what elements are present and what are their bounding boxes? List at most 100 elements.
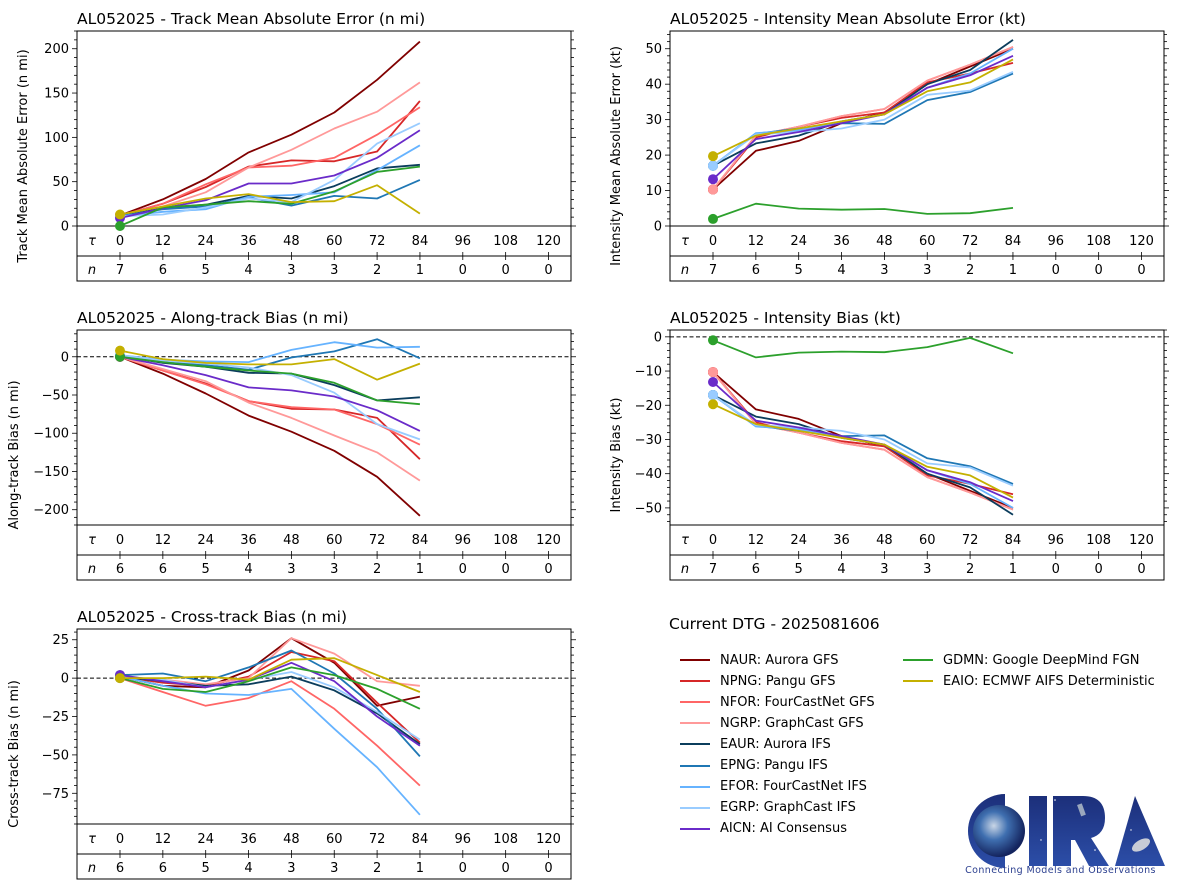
y-tick-label: −10 (635, 365, 662, 380)
tau0-marker-eaio (115, 209, 125, 220)
y-tick-label: 50 (52, 175, 69, 190)
legend-label: EAIO: ECMWF AIFS Deterministic (943, 673, 1155, 689)
n-count-label: 0 (544, 263, 552, 278)
y-tick-label: −100 (33, 427, 69, 442)
series-group (119, 338, 421, 517)
n-count-label: 0 (1137, 263, 1145, 278)
n-count-label: 6 (159, 562, 167, 577)
n-count-label: 0 (544, 861, 552, 876)
y-tick-label: −50 (42, 389, 69, 404)
legend-swatch (680, 743, 710, 746)
legend: Current DTG - 2025081606 NAUR: Aurora GF… (668, 612, 1183, 894)
x-tick-label: 24 (197, 533, 214, 548)
legend-label: NPNG: Pangu GFS (720, 673, 836, 689)
x-tick-label: 84 (1005, 533, 1022, 548)
tau-row-label: τ (88, 234, 96, 249)
x-tick-label: 0 (709, 533, 717, 548)
x-tick-label: 108 (493, 533, 518, 548)
cira-logo: Connecting Models and Observations (955, 790, 1165, 880)
y-tick-label: 25 (52, 633, 69, 648)
tau0-marker-aicn (708, 377, 718, 387)
x-tick-label: 0 (116, 533, 124, 548)
series-line-gdmn (119, 355, 420, 406)
n-count-label: 4 (244, 562, 252, 577)
tau0-marker-eaio (115, 345, 125, 356)
n-count-label: 0 (459, 562, 467, 577)
tau0-marker-gdmn (115, 221, 125, 231)
y-tick-label: 100 (44, 131, 69, 146)
tau0-marker-eaio (115, 673, 125, 684)
series-line-egrp (119, 122, 421, 218)
n-count-label: 0 (1052, 562, 1060, 577)
legend-swatch (680, 722, 710, 725)
n-count-label: 6 (159, 861, 167, 876)
n-count-label: 1 (1009, 263, 1017, 278)
n-count-label: 0 (502, 263, 510, 278)
tau0-marker-eaio (708, 151, 718, 162)
y-tick-label: 150 (44, 87, 69, 102)
legend-swatch (680, 680, 710, 683)
chart-track-mae: AL052025 - Track Mean Absolute Error (n … (16, 10, 576, 282)
y-tick-label: −75 (42, 787, 69, 802)
legend-item-epng: EPNG: Pangu IFS (680, 756, 828, 776)
series-line-gdmn (119, 165, 421, 226)
legend-item-efor: EFOR: FourCastNet IFS (680, 777, 867, 797)
x-tick-label: 48 (876, 234, 893, 249)
n-count-label: 3 (880, 263, 888, 278)
tau0-marker-gdmn (708, 213, 718, 224)
n-count-label: 0 (1095, 263, 1103, 278)
n-count-label: 5 (202, 861, 210, 876)
y-tick-label: −25 (42, 710, 69, 725)
n-count-label: 3 (287, 861, 295, 876)
chart-cross-track-bias: AL052025 - Cross-track Bias (n mi) Cross-… (7, 608, 576, 880)
series-line-eaio (119, 349, 421, 381)
series-line-eaio (712, 58, 1014, 158)
n-count-label: 6 (116, 861, 124, 876)
x-tick-label: 12 (155, 832, 172, 847)
plot-frame (669, 30, 1165, 282)
cira-letter-a (1115, 796, 1165, 866)
x-tick-label: 0 (709, 234, 717, 249)
x-tick-label: 60 (326, 234, 343, 249)
series-line-egrp (119, 354, 421, 441)
series-line-ngrp (119, 81, 421, 217)
x-tick-label: 12 (155, 234, 172, 249)
series-line-eaio (120, 657, 421, 693)
series-line-nfor (119, 355, 421, 446)
chart-title: AL052025 - Track Mean Absolute Error (n … (77, 10, 425, 28)
legend-item-gdmn: GDMN: Google DeepMind FGN (903, 650, 1140, 670)
n-count-label: 6 (159, 263, 167, 278)
n-count-label: 0 (1137, 562, 1145, 577)
x-tick-label: 96 (1048, 234, 1065, 249)
x-tick-label: 60 (326, 533, 343, 548)
tau-row-label: τ (681, 234, 689, 249)
y-tick-label: −40 (635, 467, 662, 482)
x-tick-label: 96 (1048, 533, 1065, 548)
x-tick-label: 36 (833, 533, 850, 548)
legend-swatch (903, 659, 933, 661)
chart-intensity-bias: AL052025 - Intensity Bias (kt) Intensity … (609, 309, 1169, 581)
x-tick-label: 72 (369, 533, 386, 548)
y-tick-label: 50 (645, 42, 662, 57)
legend-item-aicn: AICN: AI Consensus (680, 819, 847, 839)
n-count-label: 4 (244, 861, 252, 876)
n-count-label: 5 (795, 562, 803, 577)
series-line-naur (119, 355, 421, 517)
n-count-label: 3 (923, 263, 931, 278)
series-line-naur (119, 637, 421, 707)
tau0-marker-aicn (708, 174, 718, 185)
x-tick-label: 108 (1086, 533, 1111, 548)
series-group (712, 39, 1014, 220)
n-count-label: 3 (330, 263, 338, 278)
n-row-label: n (88, 263, 96, 278)
series-line-nfor (119, 106, 421, 217)
series-line-eaur (712, 394, 1014, 516)
plot-frame (76, 30, 572, 282)
y-axis-label: Track Mean Absolute Error (n mi) (16, 49, 31, 263)
chart-along-track-bias: AL052025 - Along-track Bias (n mi) Along-… (7, 309, 576, 581)
n-row-label: n (681, 263, 689, 278)
series-line-naur (119, 40, 421, 217)
series-line-eaio (712, 403, 1014, 499)
legend-swatch (680, 827, 710, 830)
x-tick-label: 48 (283, 832, 300, 847)
